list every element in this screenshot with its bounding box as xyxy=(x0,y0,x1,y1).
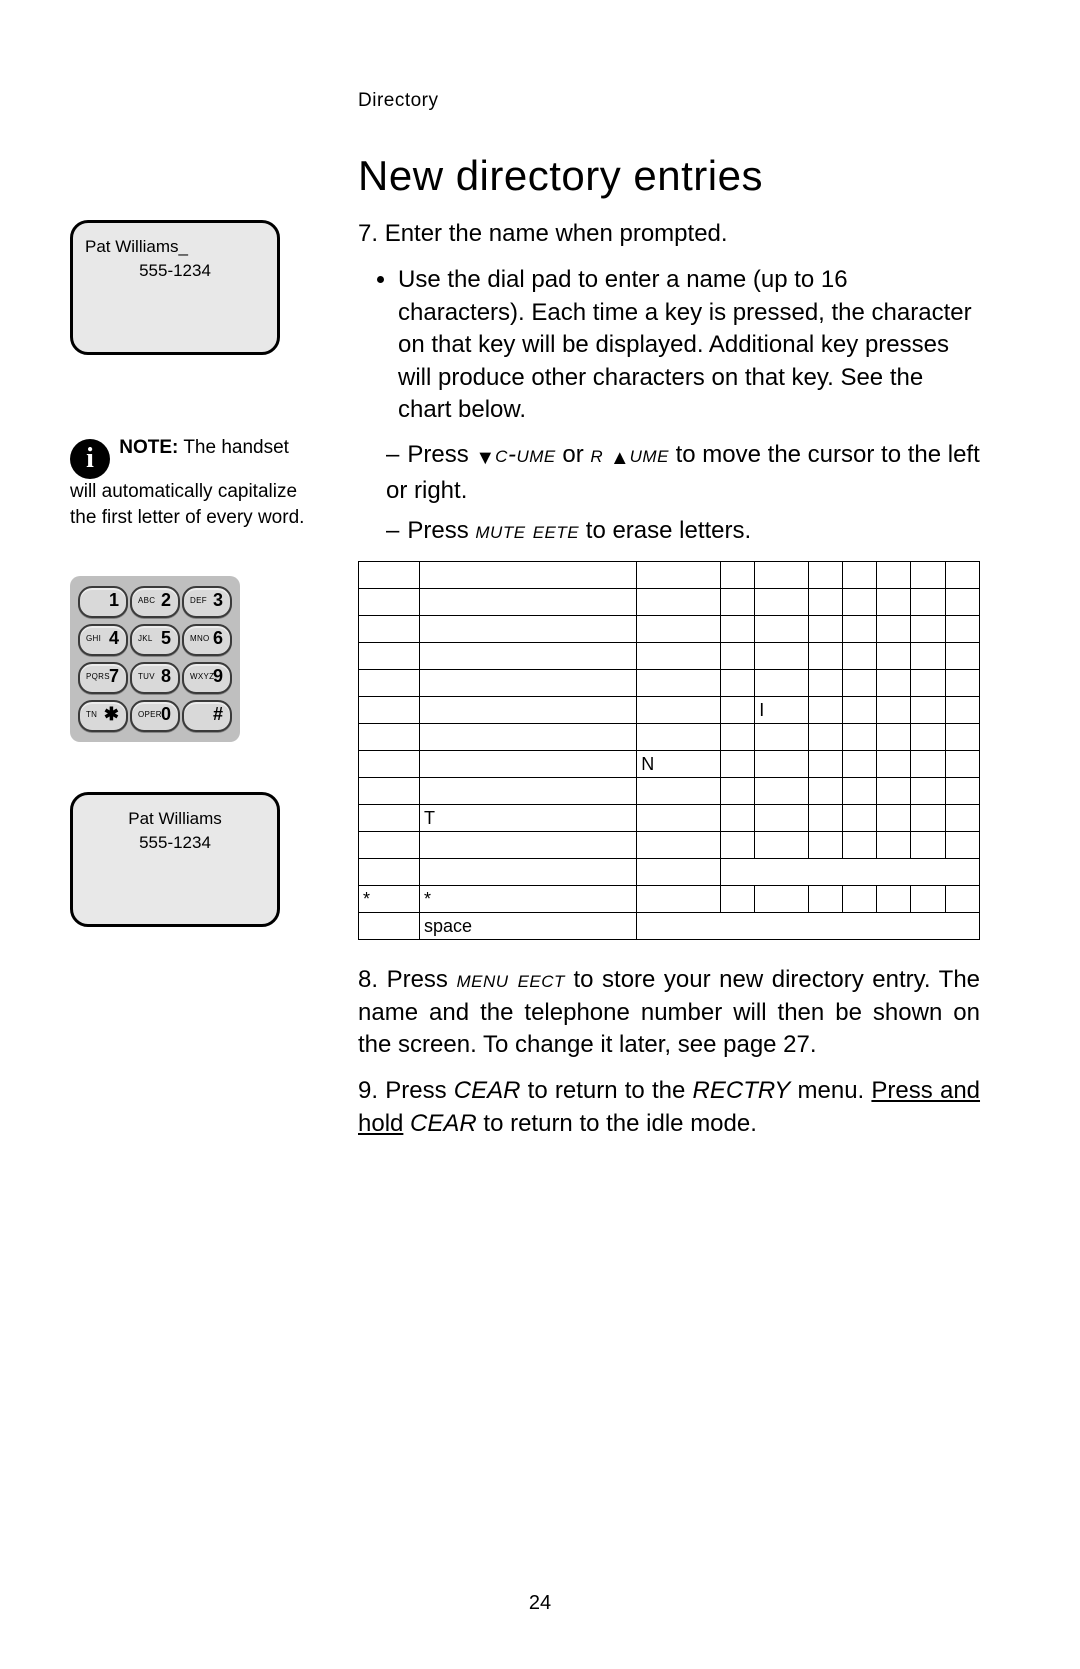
page-number: 24 xyxy=(0,1592,1080,1615)
chart-row xyxy=(359,724,980,751)
step-9: 9. Press CEAR to return to the RECTRY me… xyxy=(358,1075,980,1140)
chart-row xyxy=(359,778,980,805)
breadcrumb: Directory xyxy=(358,90,980,112)
chart-row: I xyxy=(359,697,980,724)
step-7-bullets: Use the dial pad to enter a name (up to … xyxy=(358,264,980,426)
subitem-cursor: –Press c-ume or r ume to move the cursor… xyxy=(386,438,980,507)
dialpad-key: TUV8 xyxy=(130,662,180,694)
chart-row: N xyxy=(359,751,980,778)
dialpad-key: PQRS7 xyxy=(78,662,128,694)
dialpad-key: MNO6 xyxy=(182,624,232,656)
dialpad-illustration: 1ABC2DEF3 GHI4JKL5MNO6 PQRS7TUV8WXYZ9 TN✱OP… xyxy=(70,576,240,742)
note-callout: i NOTE: The handset will automatically c… xyxy=(70,435,310,530)
dialpad-key: TN✱ xyxy=(78,700,128,732)
dialpad-key: DEF3 xyxy=(182,586,232,618)
step-7: 7. Enter the name when prompted. xyxy=(358,218,980,250)
lcd-screen-editing: Pat Williams_ 555-1234 xyxy=(70,220,280,355)
chart-row xyxy=(359,832,980,859)
lcd-line2: 555-1234 xyxy=(85,261,265,281)
lcd-line2: 555-1234 xyxy=(85,833,265,853)
chart-row: space xyxy=(359,913,980,940)
step-7-subitems: –Press c-ume or r ume to move the cursor… xyxy=(386,438,980,547)
chart-row xyxy=(359,616,980,643)
dialpad-key: WXYZ9 xyxy=(182,662,232,694)
dialpad-key: JKL5 xyxy=(130,624,180,656)
chart-row xyxy=(359,643,980,670)
bullet-dialpad-usage: Use the dial pad to enter a name (up to … xyxy=(398,264,980,426)
page-title: New directory entries xyxy=(358,152,980,200)
note-label: NOTE: xyxy=(119,437,178,458)
chart-row: T xyxy=(359,805,980,832)
chart-row xyxy=(359,589,980,616)
up-triangle-icon xyxy=(610,440,630,474)
lcd-line1: Pat Williams_ xyxy=(85,237,265,257)
dialpad-key: OPER0 xyxy=(130,700,180,732)
lcd-line1: Pat Williams xyxy=(85,809,265,829)
chart-row xyxy=(359,670,980,697)
dialpad-key: ABC2 xyxy=(130,586,180,618)
main-column: Directory New directory entries 7. Enter… xyxy=(358,90,980,1154)
step-8: 8. Press menu eect to store your new dir… xyxy=(358,964,980,1061)
character-chart: INT **space xyxy=(358,561,980,940)
side-column: Pat Williams_ 555-1234 i NOTE: The hands… xyxy=(70,90,310,1154)
dialpad-key: GHI4 xyxy=(78,624,128,656)
info-icon: i xyxy=(70,439,110,479)
subitem-erase: –Press mute eete to erase letters. xyxy=(386,514,980,548)
chart-row xyxy=(359,859,980,886)
down-triangle-icon xyxy=(475,440,495,474)
dialpad-key: # xyxy=(182,700,232,732)
lcd-screen-saved: Pat Williams 555-1234 xyxy=(70,792,280,927)
chart-row: ** xyxy=(359,886,980,913)
dialpad-key: 1 xyxy=(78,586,128,618)
